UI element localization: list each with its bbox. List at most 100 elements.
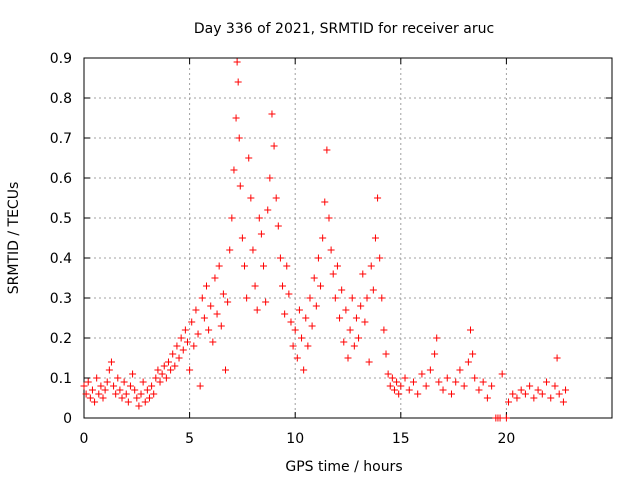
data-point [352,314,360,322]
data-point [367,262,375,270]
data-point [236,182,244,190]
data-point [196,382,204,390]
data-point [378,294,386,302]
data-point [171,362,179,370]
data-point [562,386,570,394]
data-point [302,314,310,322]
data-point [393,378,401,386]
data-point [317,282,325,290]
data-point [534,386,542,394]
data-point [173,342,181,350]
data-point [344,354,352,362]
data-point [517,386,525,394]
data-point [124,398,132,406]
data-point [435,378,443,386]
data-point [287,318,295,326]
data-point [329,270,337,278]
data-point [388,374,396,382]
data-point [143,386,151,394]
data-point [513,394,521,402]
data-point [405,386,413,394]
data-points [80,58,570,422]
data-point [382,350,390,358]
data-point [93,374,101,382]
data-point [348,294,356,302]
data-point [555,390,563,398]
data-point [167,366,175,374]
data-point [380,326,388,334]
data-point [255,214,263,222]
data-point [336,314,344,322]
data-point [295,306,303,314]
data-point [323,146,331,154]
data-point [82,390,90,398]
data-point [357,302,365,310]
plot-frame [83,57,613,419]
data-point [190,342,198,350]
data-point [148,382,156,390]
data-point [469,350,477,358]
data-point [257,230,265,238]
chart-title: Day 336 of 2021, SRMTID for receiver aru… [194,21,494,37]
data-point [186,366,194,374]
data-point [91,398,99,406]
data-point [502,414,510,422]
data-point [215,262,223,270]
data-point [202,282,210,290]
y-tick-label: 0.5 [50,211,72,227]
data-point [105,366,113,374]
axis-ticks: 0 0.1 0.2 0.3 0.4 0.5 0.6 0.7 0.8 0.9 0 5 10 15 20 [50,51,612,447]
y-tick-label: 0 [63,411,72,427]
x-tick-label: 15 [392,431,410,447]
y-tick-label: 0.6 [50,171,72,187]
data-point [308,322,316,330]
data-point [272,194,280,202]
grid-lines [83,57,612,419]
data-point [414,390,422,398]
data-point [198,294,206,302]
data-point [289,342,297,350]
data-point [241,262,249,270]
x-tick-label: 20 [497,431,515,447]
data-point [253,306,261,314]
data-point [160,362,168,370]
data-point [505,398,513,406]
data-point [276,254,284,262]
data-point [84,378,92,386]
data-point [283,262,291,270]
data-point [543,378,551,386]
data-point [365,358,373,366]
data-point [145,394,153,402]
data-point [141,398,149,406]
data-point [333,262,341,270]
data-point [207,302,215,310]
data-point [340,338,348,346]
data-point [251,282,259,290]
data-point [466,326,474,334]
data-point [224,298,232,306]
data-point [131,386,139,394]
x-tick-label: 10 [286,431,304,447]
data-point [112,390,120,398]
data-point [496,414,504,422]
data-point [314,254,322,262]
data-point [426,366,434,374]
data-point [418,370,426,378]
data-point [97,382,105,390]
data-point [386,382,394,390]
data-point [129,370,137,378]
x-axis-title: GPS time / hours [285,459,402,475]
y-tick-label: 0.9 [50,51,72,67]
data-point [298,334,306,342]
data-point [281,310,289,318]
data-point [192,306,200,314]
data-point [264,206,272,214]
data-point [483,394,491,402]
data-point [355,334,363,342]
data-point [120,378,128,386]
data-point [262,298,270,306]
data-point [200,314,208,322]
data-point [310,274,318,282]
data-point [327,246,335,254]
data-point [217,322,225,330]
